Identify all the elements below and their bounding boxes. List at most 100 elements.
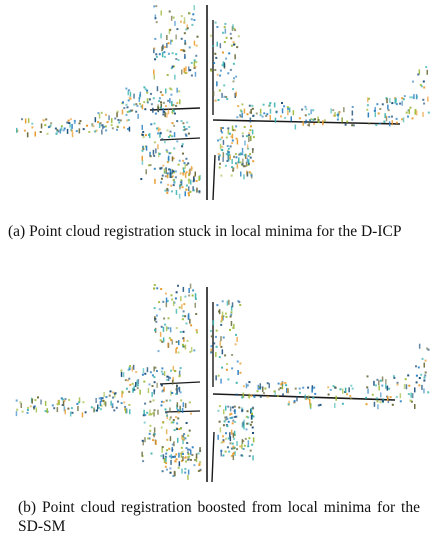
point bbox=[188, 170, 191, 175]
point bbox=[226, 98, 229, 100]
point bbox=[140, 105, 143, 108]
point bbox=[199, 447, 201, 453]
point bbox=[374, 106, 376, 112]
point bbox=[293, 400, 296, 402]
point bbox=[167, 189, 170, 192]
point bbox=[215, 352, 217, 357]
point bbox=[248, 171, 251, 174]
point bbox=[180, 15, 183, 18]
point bbox=[225, 368, 228, 371]
point bbox=[234, 343, 237, 346]
point bbox=[196, 187, 198, 193]
point bbox=[335, 395, 337, 401]
point bbox=[116, 125, 119, 128]
point bbox=[427, 96, 429, 102]
point bbox=[143, 421, 146, 424]
figure-caption: (a) Point cloud registration stuck in lo… bbox=[8, 223, 402, 240]
point bbox=[166, 150, 169, 153]
point bbox=[247, 395, 250, 398]
point bbox=[123, 401, 126, 404]
point bbox=[103, 125, 106, 128]
point bbox=[414, 387, 416, 393]
point bbox=[310, 109, 312, 115]
point bbox=[166, 173, 169, 179]
point bbox=[182, 439, 184, 445]
point bbox=[164, 112, 166, 118]
point bbox=[220, 148, 223, 151]
point bbox=[82, 401, 85, 404]
point bbox=[346, 393, 348, 396]
point bbox=[232, 62, 235, 65]
point bbox=[222, 127, 224, 129]
point bbox=[222, 439, 225, 442]
point bbox=[149, 371, 152, 374]
point bbox=[368, 122, 371, 125]
point bbox=[129, 383, 132, 386]
point bbox=[387, 104, 389, 110]
point bbox=[154, 112, 157, 115]
point bbox=[164, 408, 167, 411]
point bbox=[385, 383, 387, 389]
point bbox=[169, 436, 172, 442]
point bbox=[189, 190, 192, 193]
point bbox=[166, 161, 169, 164]
point bbox=[182, 49, 185, 52]
point bbox=[296, 396, 298, 402]
point bbox=[219, 43, 222, 49]
point bbox=[188, 66, 190, 72]
point bbox=[175, 453, 178, 456]
point bbox=[144, 414, 147, 417]
point bbox=[183, 128, 186, 131]
point bbox=[135, 371, 138, 373]
point bbox=[232, 445, 235, 448]
point bbox=[240, 454, 243, 457]
point bbox=[222, 424, 225, 427]
point bbox=[420, 85, 423, 88]
point bbox=[329, 388, 332, 391]
point bbox=[176, 422, 179, 425]
point bbox=[171, 455, 174, 458]
point bbox=[170, 390, 172, 396]
point bbox=[141, 133, 144, 136]
point bbox=[188, 186, 190, 192]
point bbox=[128, 110, 131, 113]
point bbox=[252, 160, 255, 163]
point bbox=[129, 109, 132, 112]
point bbox=[419, 83, 422, 86]
point bbox=[145, 145, 148, 151]
point bbox=[188, 429, 191, 432]
point bbox=[418, 69, 421, 75]
point bbox=[162, 326, 165, 332]
point bbox=[231, 367, 234, 370]
point bbox=[166, 189, 169, 192]
point bbox=[184, 39, 186, 45]
point bbox=[161, 138, 164, 141]
point bbox=[232, 41, 235, 44]
point bbox=[142, 131, 145, 133]
point bbox=[176, 402, 179, 408]
point bbox=[172, 170, 175, 173]
point bbox=[281, 384, 284, 390]
point bbox=[274, 117, 277, 123]
point bbox=[153, 409, 156, 412]
point bbox=[252, 432, 254, 434]
point bbox=[167, 42, 170, 45]
point bbox=[141, 149, 144, 152]
point bbox=[146, 367, 149, 373]
point bbox=[252, 455, 254, 461]
point bbox=[293, 401, 296, 404]
point bbox=[232, 167, 235, 170]
point bbox=[165, 411, 168, 414]
point bbox=[186, 27, 189, 30]
point bbox=[60, 125, 63, 131]
point bbox=[256, 390, 259, 393]
point bbox=[170, 67, 173, 70]
point bbox=[97, 112, 100, 115]
point bbox=[396, 383, 399, 386]
point bbox=[146, 411, 149, 414]
point bbox=[175, 104, 178, 107]
point bbox=[175, 327, 178, 329]
point bbox=[381, 400, 384, 403]
point bbox=[366, 104, 369, 107]
point bbox=[29, 405, 32, 408]
